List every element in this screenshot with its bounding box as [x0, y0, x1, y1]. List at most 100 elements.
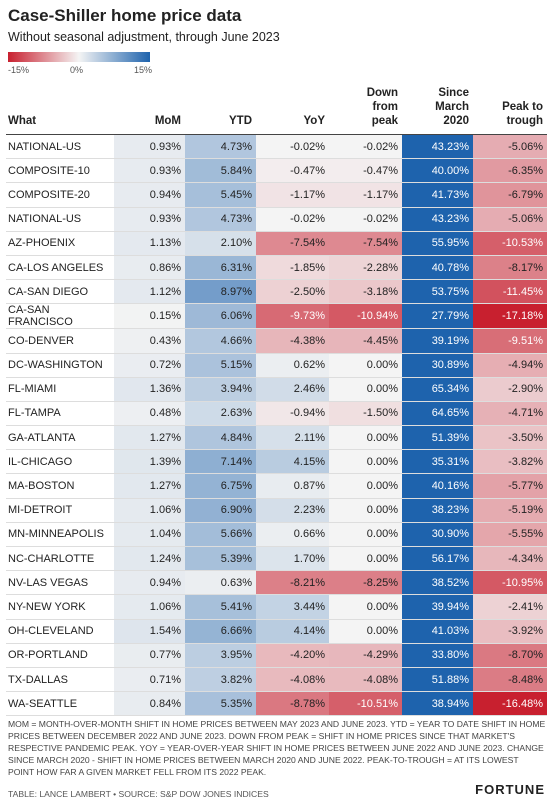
- value-cell: -0.94%: [256, 401, 329, 427]
- value-cell: 2.23%: [256, 498, 329, 523]
- table-row: MN-MINNEAPOLIS 1.04% 5.66% 0.66% 0.00% 30.90%…: [6, 522, 547, 548]
- value-cell: -3.18%: [329, 279, 402, 305]
- row-label: MN-MINNEAPOLIS: [6, 522, 114, 548]
- value-cell: 0.00%: [329, 449, 402, 475]
- value-cell: 0.00%: [329, 619, 402, 644]
- row-label: IL-CHICAGO: [6, 449, 114, 475]
- scale-label: 0%: [70, 65, 84, 75]
- value-cell: 3.44%: [256, 594, 329, 620]
- value-cell: -9.51%: [473, 328, 547, 354]
- value-cell: -0.02%: [256, 134, 329, 160]
- value-cell: 2.46%: [256, 377, 329, 402]
- row-label: NY-NEW YORK: [6, 594, 114, 620]
- scale-label: -15%: [8, 65, 30, 75]
- value-cell: 4.15%: [256, 449, 329, 475]
- value-cell: 0.66%: [256, 522, 329, 548]
- row-label: CA-LOS ANGELES: [6, 255, 114, 281]
- value-cell: -1.85%: [256, 255, 329, 281]
- value-cell: 0.93%: [114, 158, 185, 184]
- value-cell: 1.27%: [114, 473, 185, 499]
- row-label: GA-ATLANTA: [6, 425, 114, 451]
- value-cell: -10.51%: [329, 691, 402, 717]
- data-table: What MoM YTD YoY Down from peak Since March 2…: [6, 86, 547, 717]
- value-cell: 7.14%: [185, 449, 256, 475]
- value-cell: 0.62%: [256, 353, 329, 378]
- value-cell: 0.00%: [329, 353, 402, 378]
- value-cell: 40.16%: [402, 473, 473, 499]
- brand: FORTUNE: [475, 782, 545, 797]
- value-cell: -0.02%: [329, 134, 402, 160]
- value-cell: -5.55%: [473, 522, 547, 548]
- value-cell: -5.06%: [473, 207, 547, 232]
- row-label: CA-SAN FRANCISCO: [6, 303, 114, 330]
- table-row: CA-SAN DIEGO 1.12% 8.97% -2.50% -3.18% 53.75%…: [6, 279, 547, 305]
- value-cell: 38.23%: [402, 498, 473, 523]
- header-text: YTD: [229, 115, 252, 127]
- value-cell: 39.94%: [402, 594, 473, 620]
- value-cell: 0.77%: [114, 643, 185, 668]
- value-cell: 1.36%: [114, 377, 185, 402]
- value-cell: 33.80%: [402, 643, 473, 668]
- value-cell: -0.02%: [256, 207, 329, 232]
- value-cell: 41.03%: [402, 619, 473, 644]
- header-text: Peak to trough: [502, 101, 543, 127]
- value-cell: -4.08%: [329, 667, 402, 693]
- value-cell: -0.02%: [329, 207, 402, 232]
- value-cell: 53.75%: [402, 279, 473, 305]
- row-label: OH-CLEVELAND: [6, 619, 114, 644]
- value-cell: 0.00%: [329, 546, 402, 572]
- table-row: NC-CHARLOTTE 1.24% 5.39% 1.70% 0.00% 56.17% -4…: [6, 546, 547, 572]
- table-row: NY-NEW YORK 1.06% 5.41% 3.44% 0.00% 39.94% -2.…: [6, 594, 547, 620]
- header-text: What: [8, 115, 37, 127]
- value-cell: 64.65%: [402, 401, 473, 427]
- value-cell: -8.70%: [473, 643, 547, 668]
- value-cell: 4.14%: [256, 619, 329, 644]
- value-cell: 0.63%: [185, 570, 256, 596]
- table-body: NATIONAL-US 0.93% 4.73% -0.02% -0.02% 43.23% -…: [6, 134, 547, 717]
- value-cell: -9.73%: [256, 303, 329, 330]
- value-cell: 40.00%: [402, 158, 473, 184]
- column-header: What: [6, 86, 114, 135]
- column-header: Down from peak: [329, 86, 402, 135]
- value-cell: -7.54%: [329, 231, 402, 256]
- row-label: FL-TAMPA: [6, 401, 114, 427]
- scale-label: 15%: [134, 65, 153, 75]
- column-header: Peak to trough: [473, 86, 547, 135]
- value-cell: 3.94%: [185, 377, 256, 402]
- value-cell: -6.35%: [473, 158, 547, 184]
- value-cell: 3.95%: [185, 643, 256, 668]
- value-cell: 0.86%: [114, 255, 185, 281]
- value-cell: -10.94%: [329, 303, 402, 330]
- value-cell: -0.47%: [256, 158, 329, 184]
- table-row: NATIONAL-US 0.93% 4.73% -0.02% -0.02% 43.23% -…: [6, 207, 547, 232]
- table-row: OH-CLEVELAND 1.54% 6.66% 4.14% 0.00% 41.03% -3…: [6, 619, 547, 644]
- value-cell: 0.00%: [329, 473, 402, 499]
- table-row: MI-DETROIT 1.06% 6.90% 2.23% 0.00% 38.23% -5.1…: [6, 498, 547, 523]
- row-label: FL-MIAMI: [6, 377, 114, 402]
- table-row: NATIONAL-US 0.93% 4.73% -0.02% -0.02% 43.23% -…: [6, 134, 547, 160]
- table-row: FL-MIAMI 1.36% 3.94% 2.46% 0.00% 65.34% -2.90%: [6, 377, 547, 402]
- row-label: COMPOSITE-20: [6, 182, 114, 208]
- value-cell: -4.71%: [473, 401, 547, 427]
- value-cell: 5.41%: [185, 594, 256, 620]
- value-cell: -4.29%: [329, 643, 402, 668]
- row-label: OR-PORTLAND: [6, 643, 114, 668]
- column-header: YoY: [256, 86, 329, 135]
- value-cell: 43.23%: [402, 134, 473, 160]
- value-cell: 5.35%: [185, 691, 256, 717]
- value-cell: 0.87%: [256, 473, 329, 499]
- value-cell: 56.17%: [402, 546, 473, 572]
- value-cell: 5.66%: [185, 522, 256, 548]
- value-cell: 6.66%: [185, 619, 256, 644]
- value-cell: -3.50%: [473, 425, 547, 451]
- value-cell: 27.79%: [402, 303, 473, 330]
- column-header: MoM: [114, 86, 185, 135]
- value-cell: -5.19%: [473, 498, 547, 523]
- value-cell: 6.75%: [185, 473, 256, 499]
- table-row: COMPOSITE-10 0.93% 5.84% -0.47% -0.47% 40.00%…: [6, 158, 547, 184]
- row-label: MA-BOSTON: [6, 473, 114, 499]
- value-cell: -3.82%: [473, 449, 547, 475]
- row-label: NATIONAL-US: [6, 207, 114, 232]
- value-cell: 40.78%: [402, 255, 473, 281]
- value-cell: -2.41%: [473, 594, 547, 620]
